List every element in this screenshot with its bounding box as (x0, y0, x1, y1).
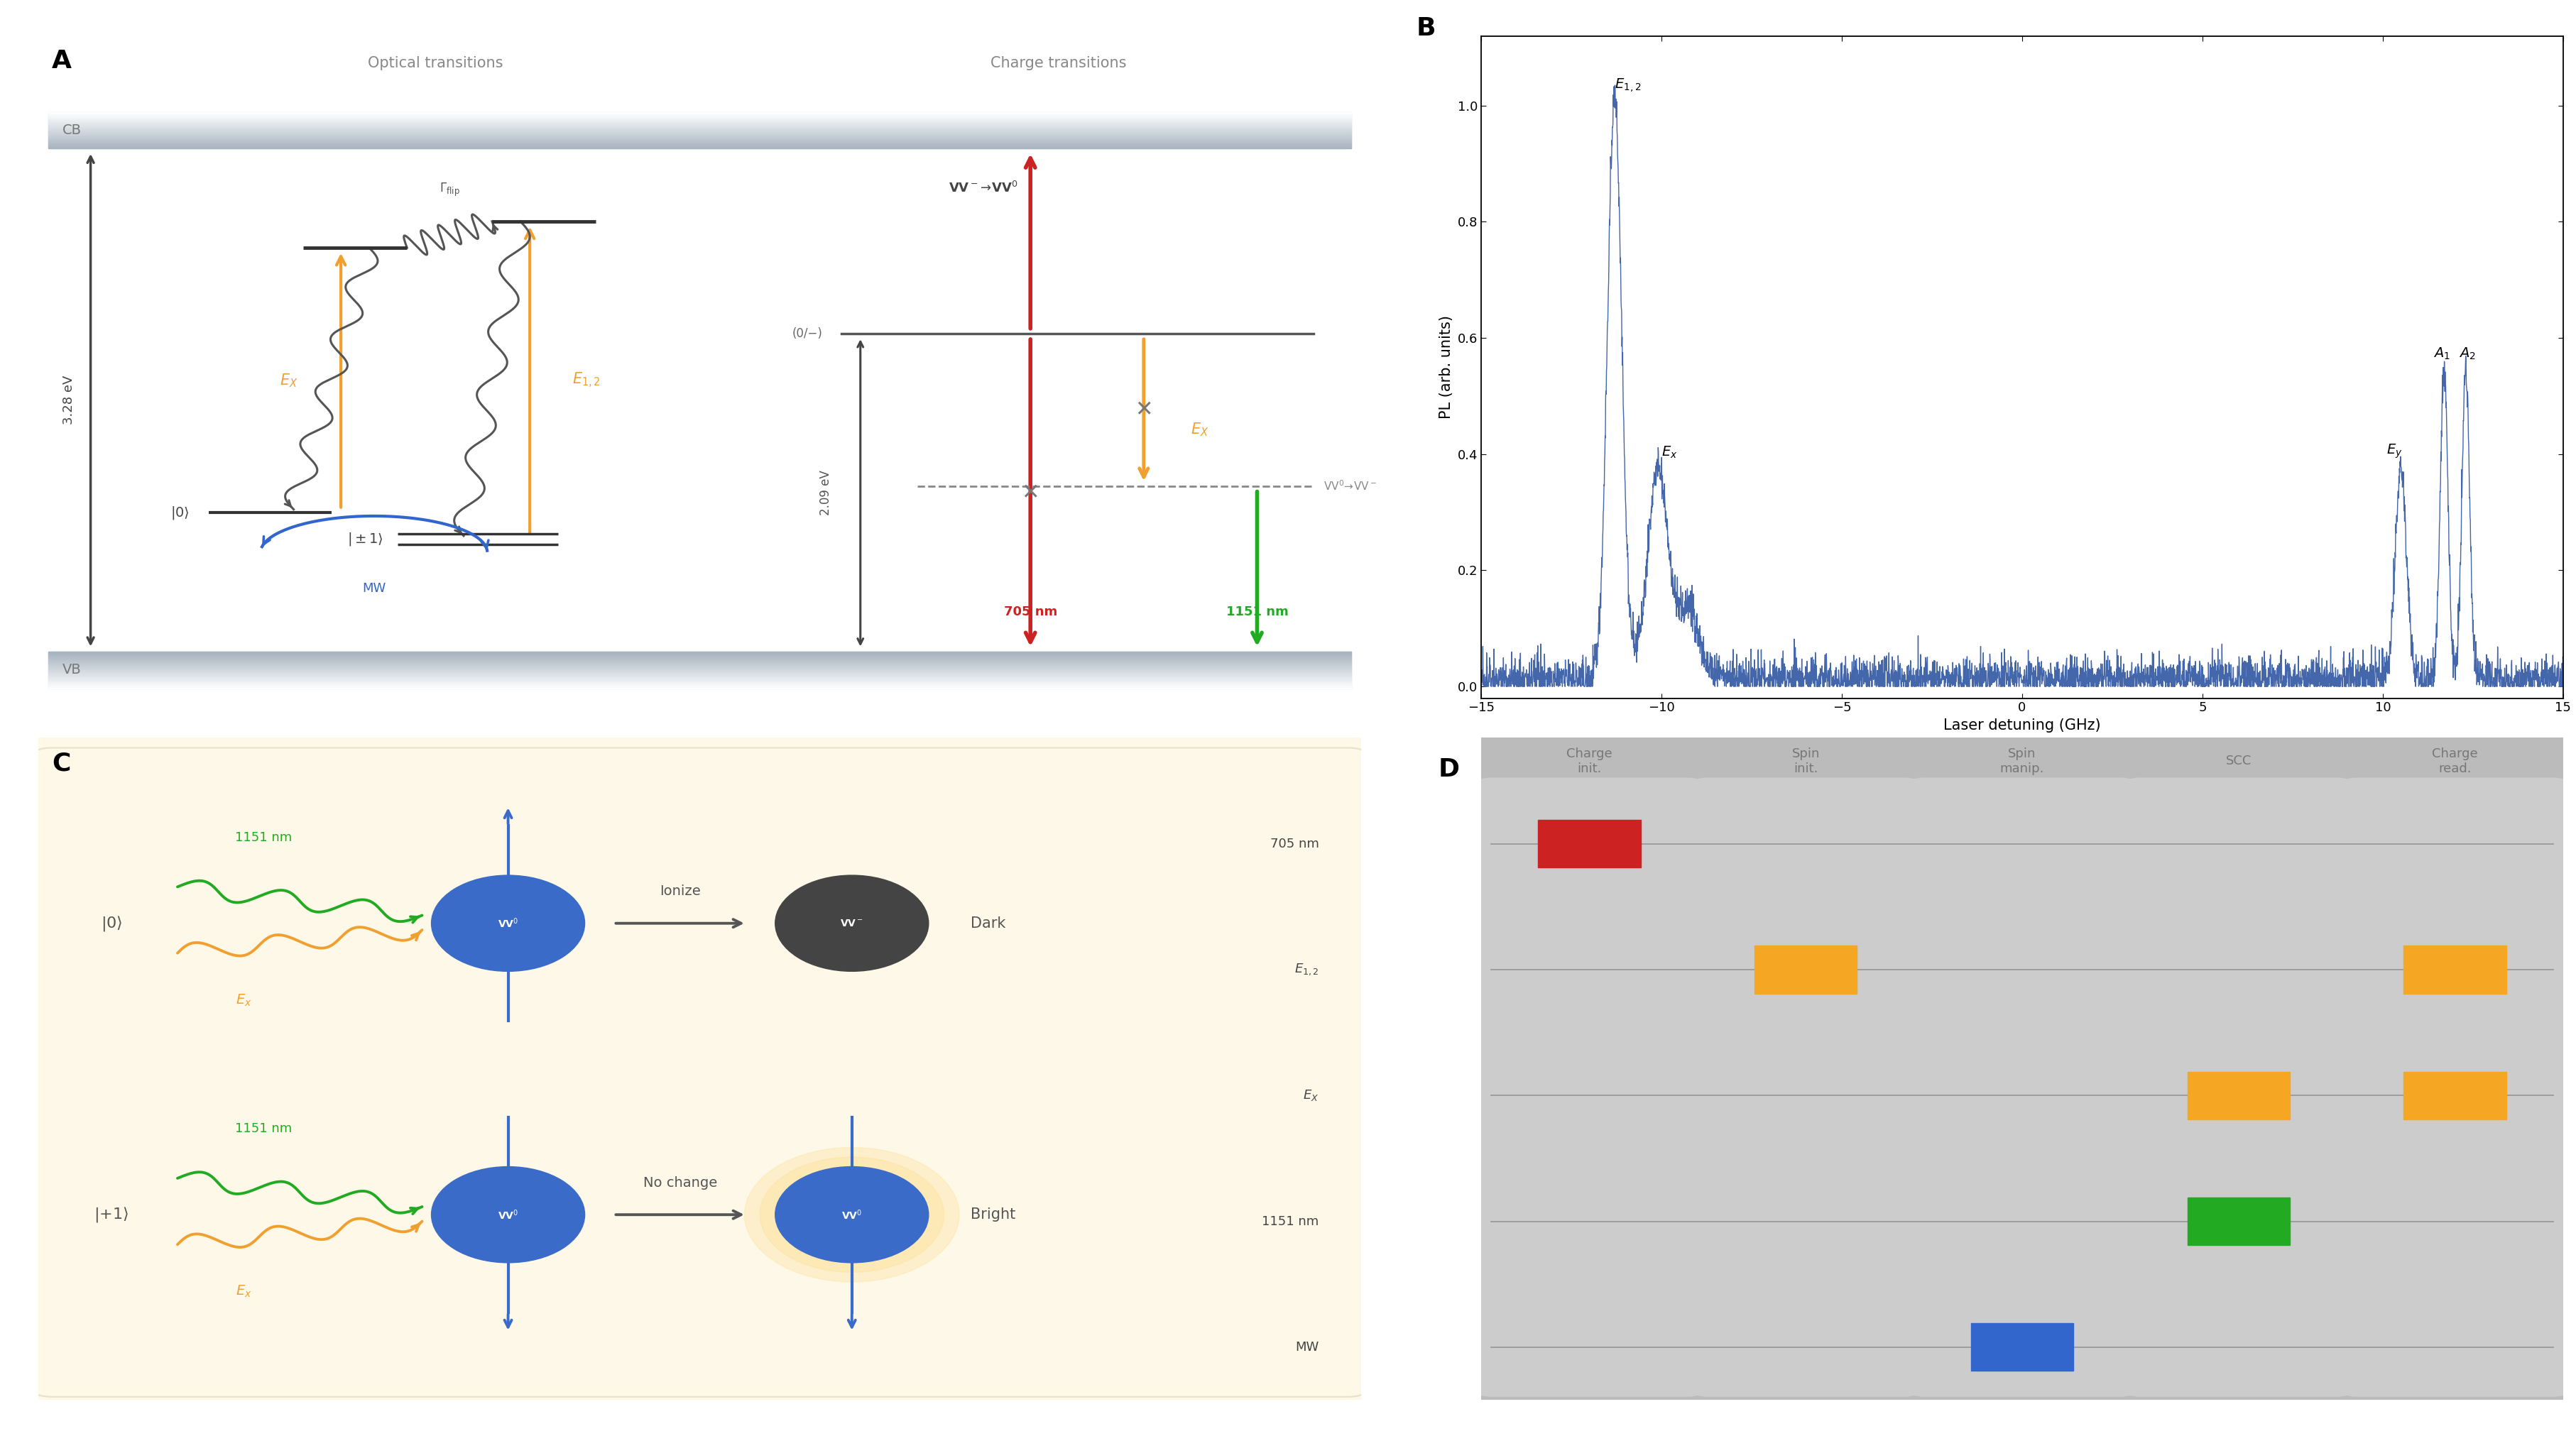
Text: $\Gamma_{\rm flip}$: $\Gamma_{\rm flip}$ (440, 182, 459, 198)
Text: VV$^0$: VV$^0$ (497, 1208, 518, 1221)
Text: C: C (52, 751, 70, 775)
Text: MW: MW (1296, 1341, 1319, 1354)
Bar (2187, 1071, 2290, 1119)
Text: MW: MW (363, 582, 386, 595)
FancyBboxPatch shape (1690, 778, 1922, 1397)
Text: 705 nm: 705 nm (1005, 606, 1056, 619)
Bar (49, 652, 1352, 688)
Text: VV$^-$: VV$^-$ (840, 919, 863, 928)
Text: 2.09 eV: 2.09 eV (819, 470, 832, 516)
FancyBboxPatch shape (1473, 778, 1705, 1397)
Text: $E_x$: $E_x$ (234, 992, 252, 1008)
Text: $E_{1,2}$: $E_{1,2}$ (1615, 78, 1641, 93)
Ellipse shape (775, 1166, 927, 1262)
Text: $A_1$: $A_1$ (2434, 346, 2450, 362)
Text: 3.28 eV: 3.28 eV (62, 375, 75, 425)
Ellipse shape (760, 1157, 943, 1272)
Text: $E_{1,2}$: $E_{1,2}$ (572, 370, 600, 389)
Bar (2187, 1198, 2290, 1245)
Bar (1971, 1324, 2074, 1371)
FancyBboxPatch shape (1906, 778, 2138, 1397)
Text: 1151 nm: 1151 nm (1262, 1215, 1319, 1228)
Text: $E_x$: $E_x$ (234, 1284, 252, 1300)
Bar (1538, 820, 1641, 867)
Text: (0/−): (0/−) (793, 327, 822, 340)
Bar (1754, 946, 1857, 994)
Text: $E_X$: $E_X$ (1303, 1088, 1319, 1103)
Text: ✕: ✕ (1020, 482, 1041, 503)
Text: $E_X$: $E_X$ (281, 372, 299, 389)
Text: Spin
init.: Spin init. (1793, 747, 1819, 775)
Text: Spin
manip.: Spin manip. (1999, 747, 2045, 775)
FancyBboxPatch shape (2123, 778, 2354, 1397)
Text: 1151 nm: 1151 nm (1226, 606, 1288, 619)
Text: D: D (1437, 758, 1458, 781)
Text: $|\pm 1\rangle$: $|\pm 1\rangle$ (348, 531, 384, 547)
Text: VV$^0$: VV$^0$ (497, 916, 518, 931)
Ellipse shape (744, 1147, 958, 1282)
Text: $|{+}1\rangle$: $|{+}1\rangle$ (93, 1205, 129, 1223)
Text: 1151 nm: 1151 nm (234, 1123, 291, 1136)
FancyBboxPatch shape (31, 748, 1368, 1397)
FancyBboxPatch shape (2339, 778, 2571, 1397)
Bar (2403, 946, 2506, 994)
Y-axis label: PL (arb. units): PL (arb. units) (1440, 314, 1453, 419)
Text: Charge
read.: Charge read. (2432, 747, 2478, 775)
Text: $E_{1,2}$: $E_{1,2}$ (1293, 962, 1319, 976)
Text: $|0\rangle$: $|0\rangle$ (100, 915, 121, 932)
Text: No change: No change (644, 1176, 716, 1189)
Text: ✕: ✕ (1133, 399, 1154, 421)
X-axis label: Laser detuning (GHz): Laser detuning (GHz) (1942, 718, 2102, 732)
Text: VV$^0$: VV$^0$ (842, 1208, 863, 1221)
Text: A: A (52, 49, 72, 73)
Ellipse shape (775, 1166, 927, 1262)
Text: VB: VB (62, 663, 82, 676)
Text: Charge
init.: Charge init. (1566, 747, 1613, 775)
Text: $E_y$: $E_y$ (2385, 442, 2403, 460)
Text: SCC: SCC (2226, 755, 2251, 767)
Ellipse shape (775, 876, 927, 971)
Ellipse shape (430, 876, 585, 971)
Text: $E_X$: $E_X$ (1190, 422, 1208, 438)
Text: Bright: Bright (971, 1208, 1015, 1222)
Bar (49, 112, 1352, 148)
Text: Ionize: Ionize (659, 885, 701, 898)
Text: VV$^-\!\to\!$VV$^0$: VV$^-\!\to\!$VV$^0$ (948, 181, 1018, 195)
Text: $A_2$: $A_2$ (2458, 346, 2476, 362)
Text: CB: CB (62, 123, 82, 136)
Text: Optical transitions: Optical transitions (368, 56, 502, 70)
Text: Charge transitions: Charge transitions (992, 56, 1126, 70)
Bar (2403, 1071, 2506, 1119)
Text: 1151 nm: 1151 nm (234, 831, 291, 844)
Text: $E_x$: $E_x$ (1662, 445, 1677, 460)
Text: Dark: Dark (971, 916, 1007, 931)
Text: $|0\rangle$: $|0\rangle$ (170, 504, 191, 521)
Text: B: B (1417, 16, 1435, 40)
Text: 705 nm: 705 nm (1270, 837, 1319, 850)
Ellipse shape (430, 1166, 585, 1262)
Text: VV$^0\!\to\!$VV$^-$: VV$^0\!\to\!$VV$^-$ (1324, 480, 1376, 493)
